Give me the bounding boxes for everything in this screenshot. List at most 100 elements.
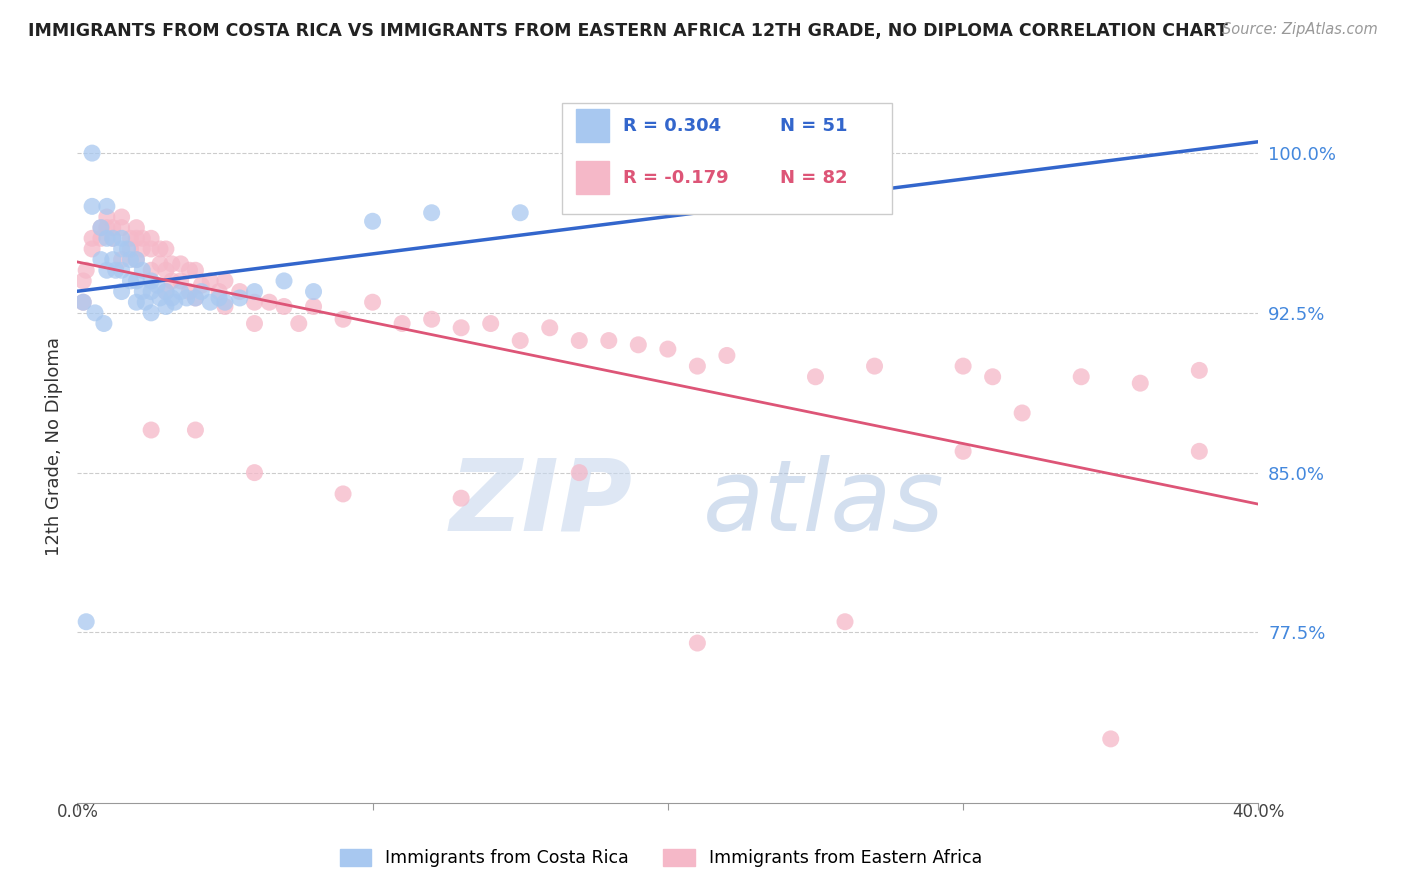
Text: 40.0%: 40.0%: [1232, 803, 1285, 821]
Point: [1011, 406, 1033, 420]
Point: [96, 199, 118, 213]
Point: [214, 274, 236, 288]
Point: [863, 359, 886, 373]
Point: [155, 263, 177, 277]
Point: [117, 242, 139, 256]
Point: [141, 263, 163, 277]
Point: [627, 338, 650, 352]
Text: IMMIGRANTS FROM COSTA RICA VS IMMIGRANTS FROM EASTERN AFRICA 12TH GRADE, NO DIPL: IMMIGRANTS FROM COSTA RICA VS IMMIGRANTS…: [28, 22, 1227, 40]
Point: [332, 312, 354, 326]
Text: 0.0%: 0.0%: [56, 803, 98, 821]
Point: [450, 491, 472, 506]
Point: [111, 263, 132, 277]
Point: [208, 285, 231, 299]
Point: [259, 295, 281, 310]
Point: [131, 242, 153, 256]
Point: [111, 220, 132, 235]
Point: [90, 220, 112, 235]
Point: [538, 320, 561, 334]
Point: [146, 278, 169, 293]
Legend: Immigrants from Costa Rica, Immigrants from Eastern Africa: Immigrants from Costa Rica, Immigrants f…: [333, 842, 988, 874]
Point: [82, 199, 104, 213]
Point: [75, 263, 97, 277]
Point: [96, 220, 118, 235]
Point: [509, 206, 531, 220]
Text: atlas: atlas: [703, 455, 945, 551]
Point: [155, 300, 177, 314]
Point: [302, 300, 325, 314]
Point: [1099, 731, 1122, 746]
Point: [179, 263, 201, 277]
Point: [170, 257, 193, 271]
Point: [1188, 444, 1211, 458]
Point: [134, 295, 156, 310]
Point: [72, 295, 94, 310]
Point: [125, 231, 148, 245]
Point: [111, 231, 132, 245]
Point: [104, 263, 127, 277]
Point: [131, 285, 153, 299]
Bar: [575, 109, 609, 142]
Point: [120, 231, 142, 245]
Point: [101, 252, 124, 267]
Point: [686, 636, 709, 650]
FancyBboxPatch shape: [561, 103, 893, 214]
Point: [111, 252, 132, 267]
Point: [96, 210, 118, 224]
Text: N = 82: N = 82: [780, 169, 848, 186]
Point: [111, 242, 132, 256]
Point: [716, 349, 738, 363]
Point: [141, 285, 163, 299]
Point: [120, 242, 142, 256]
Text: N = 51: N = 51: [780, 117, 848, 135]
Point: [288, 317, 311, 331]
Point: [93, 317, 115, 331]
Point: [120, 274, 142, 288]
Point: [131, 263, 153, 277]
Point: [163, 295, 186, 310]
Point: [184, 291, 207, 305]
Point: [361, 214, 384, 228]
Point: [155, 242, 177, 256]
Point: [190, 278, 212, 293]
Point: [1188, 363, 1211, 377]
Point: [170, 274, 193, 288]
Point: [273, 274, 295, 288]
Point: [141, 231, 163, 245]
Point: [952, 359, 974, 373]
Point: [568, 466, 591, 480]
Point: [170, 285, 193, 299]
Point: [420, 206, 443, 220]
Point: [200, 274, 222, 288]
Point: [96, 263, 118, 277]
Point: [981, 369, 1004, 384]
Point: [184, 263, 207, 277]
Point: [101, 220, 124, 235]
Point: [101, 231, 124, 245]
Text: R = 0.304: R = 0.304: [623, 117, 721, 135]
Point: [302, 285, 325, 299]
Point: [391, 317, 413, 331]
Point: [125, 274, 148, 288]
Point: [420, 312, 443, 326]
Point: [141, 242, 163, 256]
Point: [176, 291, 198, 305]
Point: [111, 285, 132, 299]
Point: [509, 334, 531, 348]
Point: [90, 231, 112, 245]
Point: [111, 210, 132, 224]
Point: [160, 257, 183, 271]
Point: [160, 291, 183, 305]
Point: [190, 285, 212, 299]
Point: [131, 231, 153, 245]
Point: [745, 193, 768, 207]
Point: [243, 285, 266, 299]
Point: [160, 274, 183, 288]
Point: [273, 300, 295, 314]
Point: [96, 231, 118, 245]
Point: [82, 146, 104, 161]
Point: [82, 231, 104, 245]
Y-axis label: 12th Grade, No Diploma: 12th Grade, No Diploma: [45, 336, 63, 556]
Text: ZIP: ZIP: [450, 455, 633, 551]
Point: [101, 231, 124, 245]
